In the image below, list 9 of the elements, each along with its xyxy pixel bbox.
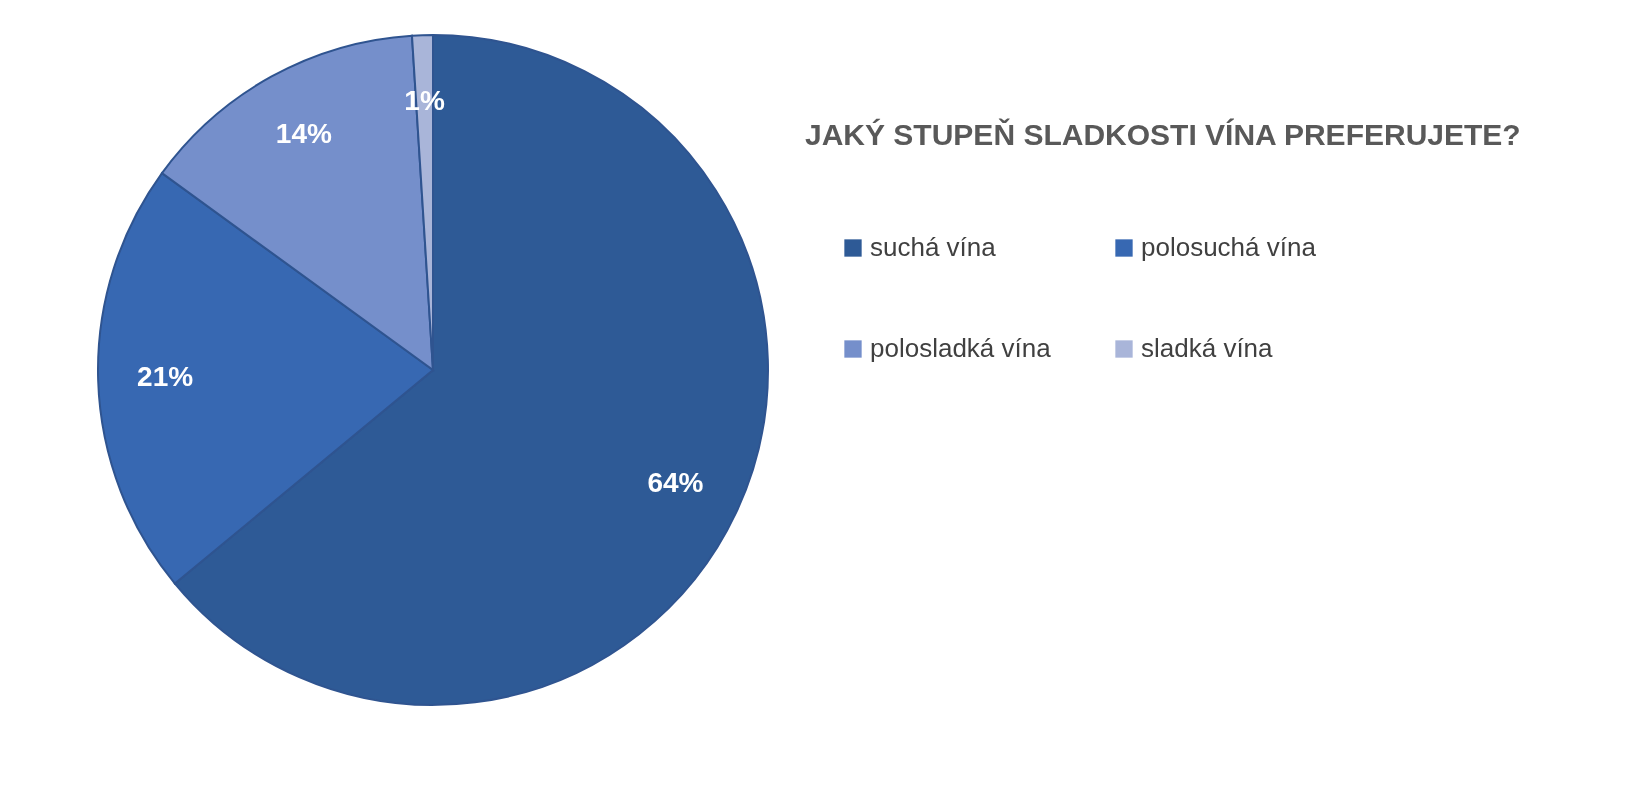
data-label: 14% bbox=[275, 118, 333, 150]
text: JAKÝ STUPEŇ SLADKOSTI VÍNA PREFERUJETE? bbox=[805, 118, 1521, 151]
legend-label: polosladká vína bbox=[870, 333, 1052, 363]
legend-label: polosuchá vína bbox=[1141, 232, 1317, 262]
data-label: 64% bbox=[647, 467, 704, 499]
data-label: 21% bbox=[137, 361, 194, 393]
legend-label: sladká vína bbox=[1141, 333, 1274, 363]
data-label: 1% bbox=[404, 85, 445, 117]
legend-label: suchá vína bbox=[870, 232, 997, 262]
